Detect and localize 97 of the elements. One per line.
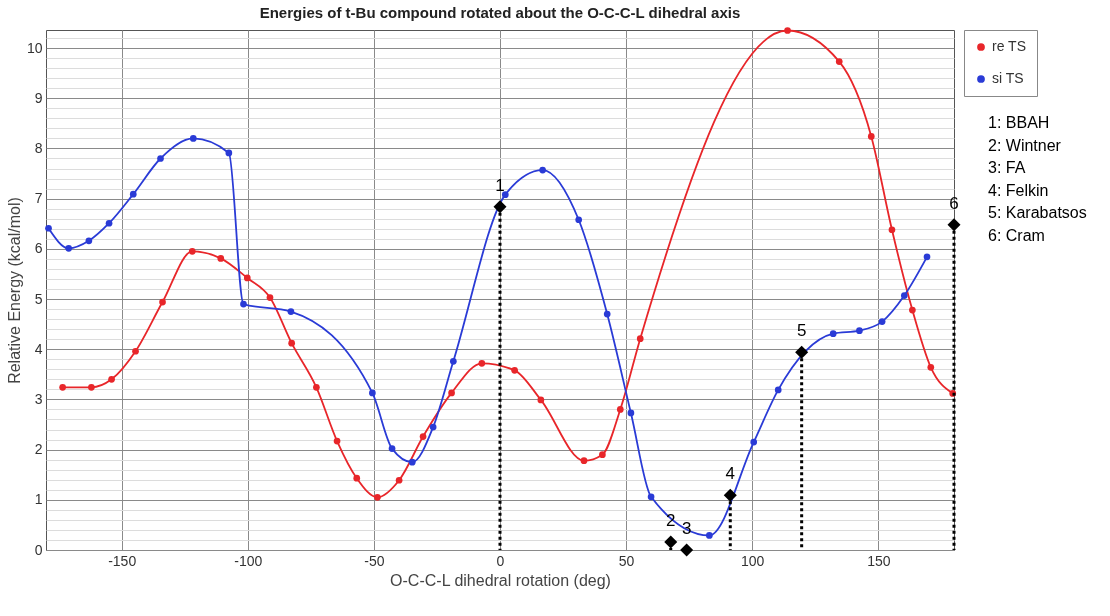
x-tick-label: -50 bbox=[364, 552, 385, 569]
point bbox=[132, 347, 139, 355]
point bbox=[537, 396, 545, 404]
point bbox=[603, 310, 611, 318]
point bbox=[395, 476, 403, 484]
point bbox=[493, 200, 507, 214]
point bbox=[157, 155, 164, 162]
point bbox=[947, 218, 961, 232]
point bbox=[539, 166, 546, 174]
text: 2: Wintner bbox=[988, 135, 1062, 156]
point bbox=[353, 474, 361, 482]
point bbox=[313, 384, 320, 391]
point bbox=[900, 292, 908, 299]
point bbox=[449, 357, 457, 365]
point bbox=[923, 253, 931, 261]
y-tick-label: 1 bbox=[34, 491, 43, 508]
text: 1: BBAH bbox=[988, 113, 1051, 133]
annotation: 5 bbox=[796, 321, 807, 341]
y-tick-label: 2 bbox=[34, 441, 43, 458]
point bbox=[333, 437, 341, 445]
y-tick-label: 5 bbox=[34, 290, 43, 307]
point bbox=[240, 300, 247, 308]
legend-label: re TS bbox=[992, 38, 1026, 54]
point bbox=[750, 438, 758, 446]
x-tick-label: -100 bbox=[234, 552, 263, 569]
point bbox=[448, 389, 455, 397]
point bbox=[909, 306, 916, 314]
text: 6: Cram bbox=[988, 225, 1046, 246]
y-tick-label: 8 bbox=[34, 139, 43, 156]
point bbox=[85, 237, 93, 245]
point bbox=[599, 451, 606, 458]
y-tick-label: 10 bbox=[26, 39, 43, 56]
point bbox=[266, 294, 274, 301]
text: 4: Felkin bbox=[988, 180, 1050, 201]
point bbox=[835, 58, 843, 65]
y-tick-label: 6 bbox=[34, 240, 43, 257]
point bbox=[388, 445, 396, 452]
y-tick-label: 7 bbox=[34, 190, 43, 207]
x-tick-label: 100 bbox=[741, 552, 765, 569]
chart-title: Energies of t-Bu compound rotated about the O-C-C-L dihedral axis bbox=[259, 4, 741, 22]
point bbox=[188, 248, 196, 255]
point bbox=[217, 255, 225, 262]
point bbox=[105, 219, 113, 227]
point bbox=[159, 298, 166, 306]
point bbox=[774, 386, 782, 394]
point bbox=[856, 327, 863, 334]
legend-label: si TS bbox=[992, 70, 1024, 86]
point bbox=[65, 244, 73, 252]
y-tick-label: 0 bbox=[34, 541, 43, 558]
point bbox=[511, 366, 518, 374]
point bbox=[287, 308, 295, 315]
annotation: 4 bbox=[725, 464, 736, 484]
y-tick-label: 4 bbox=[34, 340, 43, 357]
point bbox=[288, 339, 296, 347]
point bbox=[429, 423, 437, 431]
point bbox=[723, 488, 737, 502]
point bbox=[636, 335, 644, 343]
point bbox=[878, 318, 886, 325]
point bbox=[627, 409, 635, 417]
x-axis-title: O-C-C-L dihedral rotation (deg) bbox=[390, 571, 611, 589]
point bbox=[888, 226, 896, 234]
point bbox=[784, 27, 791, 34]
point bbox=[867, 133, 875, 140]
text: 5: Karabatsos bbox=[988, 203, 1087, 223]
point bbox=[129, 190, 137, 198]
point bbox=[647, 493, 655, 501]
x-tick-label: 150 bbox=[867, 552, 891, 569]
point bbox=[575, 216, 583, 224]
text: 3: FA bbox=[988, 158, 1027, 178]
point bbox=[108, 376, 115, 383]
point bbox=[829, 330, 837, 338]
point bbox=[664, 535, 678, 549]
annotation: 1 bbox=[495, 175, 505, 195]
point bbox=[478, 359, 486, 367]
point bbox=[59, 384, 66, 391]
point bbox=[501, 191, 509, 198]
point bbox=[189, 135, 197, 142]
point bbox=[927, 363, 935, 371]
point bbox=[680, 543, 694, 557]
x-tick-label: 0 bbox=[496, 552, 505, 569]
y-tick-label: 3 bbox=[34, 390, 43, 407]
point bbox=[616, 406, 624, 413]
x-tick-label: 50 bbox=[618, 552, 635, 569]
point bbox=[705, 532, 713, 539]
point bbox=[408, 458, 416, 466]
point bbox=[88, 384, 95, 391]
y-axis-title: Relative Energy (kcal/mol) bbox=[5, 197, 23, 384]
point bbox=[45, 224, 52, 232]
y-tick-label: 9 bbox=[34, 89, 43, 106]
point bbox=[369, 389, 376, 397]
point bbox=[243, 274, 251, 282]
point bbox=[225, 149, 233, 157]
point bbox=[580, 457, 588, 464]
x-tick-label: -150 bbox=[108, 552, 137, 569]
point bbox=[374, 493, 381, 501]
point bbox=[419, 433, 427, 440]
point bbox=[795, 345, 809, 359]
